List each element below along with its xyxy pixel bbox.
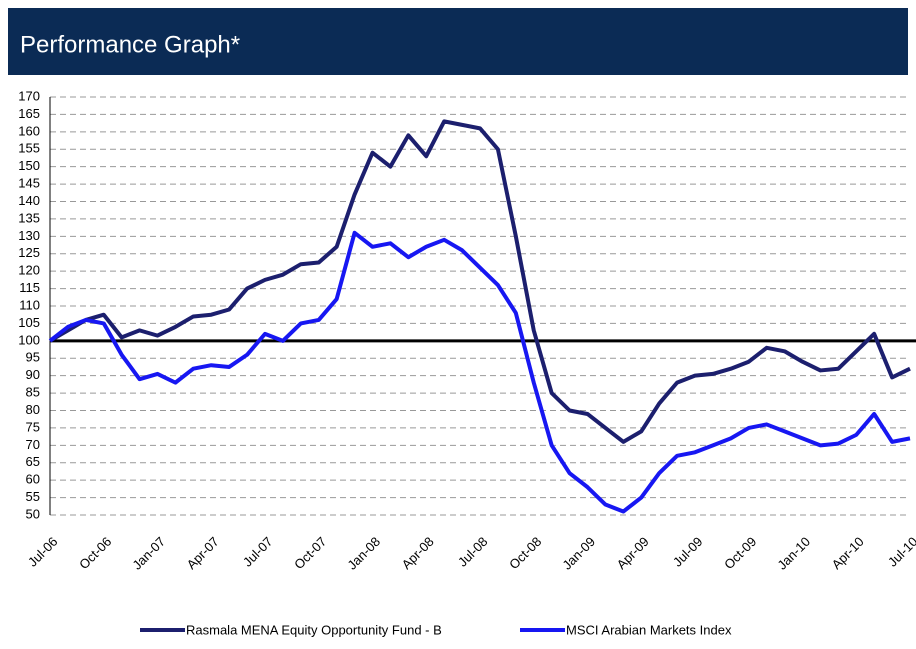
y-tick-label: 75	[26, 419, 40, 434]
y-tick-label: 95	[26, 350, 40, 365]
y-tick-label: 55	[26, 489, 40, 504]
legend-label: Rasmala MENA Equity Opportunity Fund - B	[186, 622, 442, 637]
x-tick-label: Oct-07	[291, 534, 329, 572]
x-tick-label: Apr-10	[829, 534, 867, 572]
y-tick-label: 160	[18, 123, 40, 138]
y-tick-label: 60	[26, 472, 40, 487]
y-tick-label: 130	[18, 228, 40, 243]
x-tick-label: Jul-08	[455, 534, 491, 570]
y-tick-label: 115	[19, 280, 40, 295]
y-tick-label: 110	[19, 297, 40, 312]
y-tick-label: 165	[18, 106, 40, 121]
y-tick-label: 100	[18, 332, 40, 347]
y-tick-label: 155	[18, 141, 40, 156]
header-bar	[8, 8, 908, 75]
x-tick-label: Jan-09	[559, 534, 598, 573]
y-tick-label: 80	[26, 402, 40, 417]
y-tick-label: 150	[18, 158, 40, 173]
chart-title: Performance Graph*	[20, 31, 240, 58]
x-tick-label: Jul-10	[885, 534, 916, 570]
x-tick-label: Jul-06	[25, 534, 61, 570]
y-tick-label: 140	[18, 193, 40, 208]
y-tick-label: 65	[26, 454, 40, 469]
y-tick-label: 120	[18, 263, 40, 278]
x-tick-label: Jul-07	[240, 534, 276, 570]
y-tick-label: 85	[26, 385, 40, 400]
y-tick-label: 50	[26, 506, 40, 521]
y-tick-label: 170	[18, 88, 40, 103]
x-tick-label: Apr-08	[399, 534, 437, 572]
y-tick-label: 70	[26, 437, 40, 452]
y-tick-label: 145	[18, 176, 40, 191]
y-tick-label: 125	[18, 245, 40, 260]
x-tick-label: Jan-07	[129, 534, 168, 573]
x-tick-label: Apr-07	[184, 534, 222, 572]
y-tick-label: 135	[18, 210, 40, 225]
y-tick-label: 105	[18, 315, 40, 330]
x-tick-label: Jul-09	[670, 534, 706, 570]
y-tick-label: 90	[26, 367, 40, 382]
x-tick-label: Oct-09	[721, 534, 759, 572]
x-tick-label: Jan-08	[344, 534, 383, 573]
x-tick-label: Oct-06	[76, 534, 114, 572]
legend-label: MSCI Arabian Markets Index	[566, 622, 732, 637]
x-tick-label: Oct-08	[506, 534, 544, 572]
x-tick-label: Apr-09	[614, 534, 652, 572]
x-tick-label: Jan-10	[774, 534, 813, 573]
series-line	[48, 230, 911, 514]
series-line	[48, 119, 911, 444]
